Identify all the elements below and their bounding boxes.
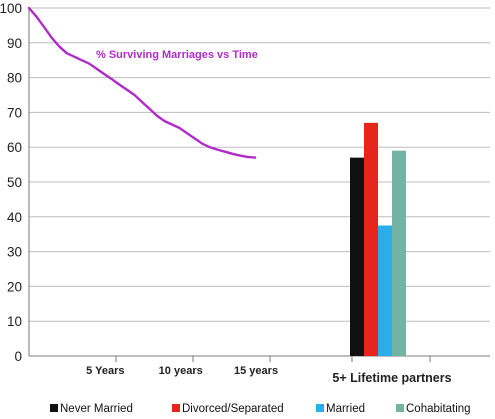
legend-label: Never Married [60, 403, 133, 415]
y-tick-label: 40 [7, 210, 22, 225]
y-tick-label: 50 [7, 175, 22, 190]
y-tick-label: 20 [7, 279, 22, 294]
y-tick-label: 0 [14, 349, 22, 364]
line-series [27, 6, 257, 159]
x-tick-label: 5 Years [86, 365, 124, 377]
legend-swatch [396, 404, 404, 412]
y-tick-label: 100 [0, 1, 22, 16]
y-tick-label: 80 [7, 71, 22, 86]
legend-label: Cohabitating [406, 403, 471, 415]
bar-category-label: 5+ Lifetime partners [332, 371, 451, 385]
bar-never-married [350, 157, 364, 356]
legend-swatch [50, 404, 58, 412]
legend-swatch [316, 404, 324, 412]
line-annotation: % Surviving Marriages vs Time [96, 49, 258, 61]
y-axis: 0 10 20 30 40 50 60 70 80 90 100 [0, 1, 30, 364]
y-tick-label: 60 [7, 140, 22, 155]
legend: Never Married Divorced/Separated Married Co… [50, 403, 471, 415]
survival-line [27, 6, 257, 159]
y-tick-label: 70 [7, 105, 22, 120]
y-tick-label: 10 [7, 314, 22, 329]
x-tick-label: 10 years [159, 365, 203, 377]
x-axis: 5 Years 10 years 15 years [86, 356, 431, 377]
bar-married [378, 225, 392, 356]
bar-divorced-separated [364, 122, 378, 356]
x-tick-label: 15 years [234, 365, 278, 377]
legend-label: Married [326, 403, 365, 415]
legend-label: Divorced/Separated [182, 403, 284, 415]
y-tick-label: 90 [7, 36, 22, 51]
legend-swatch [172, 404, 180, 412]
y-tick-label: 30 [7, 245, 22, 260]
bar-series: 5+ Lifetime partners [332, 122, 452, 385]
gridlines [29, 7, 490, 357]
bar-cohabitating [392, 150, 406, 356]
